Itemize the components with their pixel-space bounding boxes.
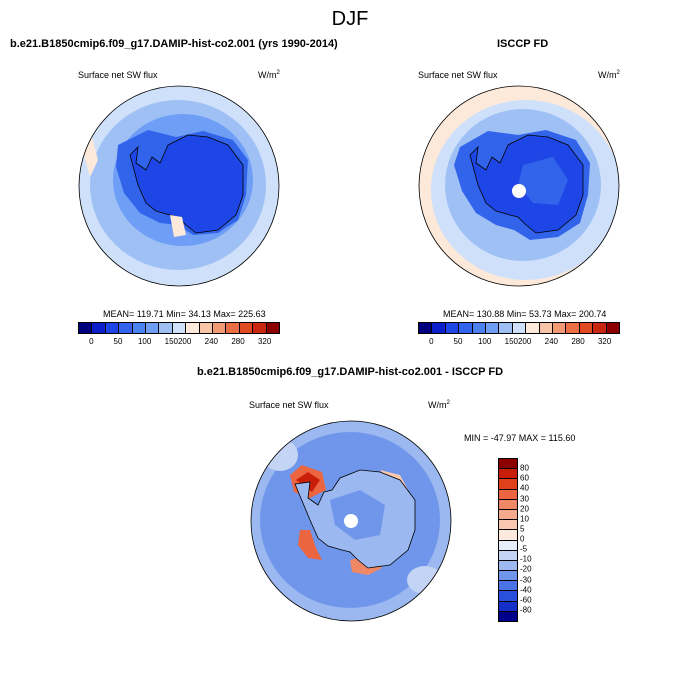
obs-units-label: W/m2 xyxy=(598,70,620,80)
colorbar-tick-label: 150 xyxy=(504,337,519,346)
colorbar-swatch xyxy=(459,323,473,333)
obs-colorbar-labels: 0 50 100 150 200 240 280 320 xyxy=(418,337,620,349)
diff-panel-title: b.e21.B1850cmip6.f09_g17.DAMIP-hist-co2.… xyxy=(196,366,504,378)
colorbar-tick-label: 200 xyxy=(177,337,192,346)
colorbar-swatch xyxy=(499,591,517,602)
colorbar-swatch xyxy=(132,323,147,333)
model-colorbar xyxy=(78,322,280,334)
colorbar-swatch xyxy=(432,323,446,333)
colorbar-tick-label: 5 xyxy=(520,524,525,534)
colorbar-swatch xyxy=(499,459,517,470)
colorbar-swatch xyxy=(172,323,187,333)
colorbar-swatch xyxy=(419,323,433,333)
colorbar-tick-label: -60 xyxy=(520,595,532,605)
colorbar-tick-label: 320 xyxy=(257,337,272,346)
model-units-label: W/m2 xyxy=(258,70,280,80)
colorbar-tick-label: 280 xyxy=(571,337,585,346)
diff-units-label: W/m2 xyxy=(428,400,450,410)
colorbar-tick-label: 50 xyxy=(113,337,123,346)
colorbar-swatch xyxy=(539,323,554,333)
colorbar-swatch xyxy=(579,323,594,333)
season-title: DJF xyxy=(331,8,369,30)
colorbar-swatch xyxy=(146,323,160,333)
colorbar-swatch xyxy=(486,323,500,333)
colorbar-swatch xyxy=(472,323,487,333)
model-polar-map xyxy=(78,85,280,287)
model-panel-title: b.e21.B1850cmip6.f09_g17.DAMIP-hist-co2.… xyxy=(10,38,338,50)
colorbar-tick-label: 280 xyxy=(231,337,245,346)
colorbar-swatch xyxy=(445,323,460,333)
colorbar-swatch xyxy=(499,571,517,582)
obs-panel-title: ISCCP FD xyxy=(497,38,549,50)
colorbar-swatch xyxy=(499,550,517,561)
diff-colorbar xyxy=(498,458,518,622)
colorbar-swatch xyxy=(499,540,517,551)
diff-polar-map xyxy=(250,420,452,622)
colorbar-swatch xyxy=(199,323,214,333)
colorbar-swatch xyxy=(105,323,120,333)
colorbar-tick-label: 0 xyxy=(89,337,94,346)
colorbar-swatch xyxy=(499,489,517,500)
colorbar-swatch xyxy=(239,323,254,333)
colorbar-swatch xyxy=(499,611,517,621)
colorbar-swatch xyxy=(213,323,227,333)
colorbar-swatch xyxy=(499,323,513,333)
colorbar-swatch xyxy=(499,581,517,592)
model-colorbar-labels: 0 50 100 150 200 240 280 320 xyxy=(78,337,280,349)
colorbar-swatch xyxy=(226,323,240,333)
colorbar-tick-label: 40 xyxy=(520,483,529,493)
colorbar-swatch xyxy=(499,469,517,480)
colorbar-tick-label: 100 xyxy=(137,337,152,346)
colorbar-tick-label: -20 xyxy=(520,564,532,574)
colorbar-tick-label: 80 xyxy=(520,463,529,473)
model-variable-label: Surface net SW flux xyxy=(78,70,158,80)
colorbar-tick-label: 150 xyxy=(164,337,179,346)
colorbar-swatch xyxy=(499,601,517,612)
colorbar-tick-label: -5 xyxy=(520,544,528,554)
colorbar-tick-label: -30 xyxy=(520,575,532,584)
colorbar-swatch xyxy=(606,323,620,333)
colorbar-tick-label: 320 xyxy=(597,337,612,346)
colorbar-swatch xyxy=(499,499,517,510)
colorbar-swatch xyxy=(566,323,580,333)
colorbar-swatch xyxy=(593,323,607,333)
colorbar-tick-label: 30 xyxy=(520,494,529,503)
colorbar-swatch xyxy=(499,509,517,521)
colorbar-swatch xyxy=(499,520,517,531)
diff-variable-label: Surface net SW flux xyxy=(249,400,329,410)
colorbar-tick-label: 240 xyxy=(544,337,559,346)
colorbar-tick-label: 50 xyxy=(453,337,463,346)
colorbar-tick-label: -10 xyxy=(520,554,532,564)
model-stats: MEAN= 119.71 Min= 34.13 Max= 225.63 xyxy=(103,309,266,319)
colorbar-tick-label: 100 xyxy=(477,337,492,346)
colorbar-swatch xyxy=(186,323,200,333)
colorbar-tick-label: 10 xyxy=(520,514,529,524)
colorbar-swatch xyxy=(119,323,133,333)
colorbar-tick-label: -40 xyxy=(520,585,532,595)
colorbar-tick-label: 200 xyxy=(517,337,532,346)
colorbar-swatch xyxy=(553,323,567,333)
colorbar-tick-label: 240 xyxy=(204,337,219,346)
colorbar-swatch xyxy=(266,323,280,333)
colorbar-tick-label: 0 xyxy=(429,337,434,346)
colorbar-swatch xyxy=(159,323,173,333)
colorbar-swatch xyxy=(499,530,517,541)
colorbar-swatch xyxy=(79,323,93,333)
obs-polar-map xyxy=(418,85,620,287)
obs-variable-label: Surface net SW flux xyxy=(418,70,498,80)
colorbar-swatch xyxy=(526,323,540,333)
colorbar-tick-label: -80 xyxy=(520,605,532,615)
colorbar-swatch xyxy=(253,323,267,333)
colorbar-swatch xyxy=(512,323,527,333)
obs-colorbar xyxy=(418,322,620,334)
colorbar-tick-label: 20 xyxy=(520,504,529,514)
colorbar-tick-label: 60 xyxy=(520,473,529,483)
diff-stats: MIN = -47.97 MAX = 115.60 xyxy=(464,433,576,443)
diff-colorbar-labels: 80 60 40 30 20 10 5 0 -5 -10 -20 -30 -40 -60 -80 xyxy=(498,458,558,620)
obs-stats: MEAN= 130.88 Min= 53.73 Max= 200.74 xyxy=(443,309,607,319)
colorbar-tick-label: 0 xyxy=(520,534,525,544)
colorbar-swatch xyxy=(499,560,517,572)
colorbar-swatch xyxy=(92,323,106,333)
colorbar-swatch xyxy=(499,479,517,490)
